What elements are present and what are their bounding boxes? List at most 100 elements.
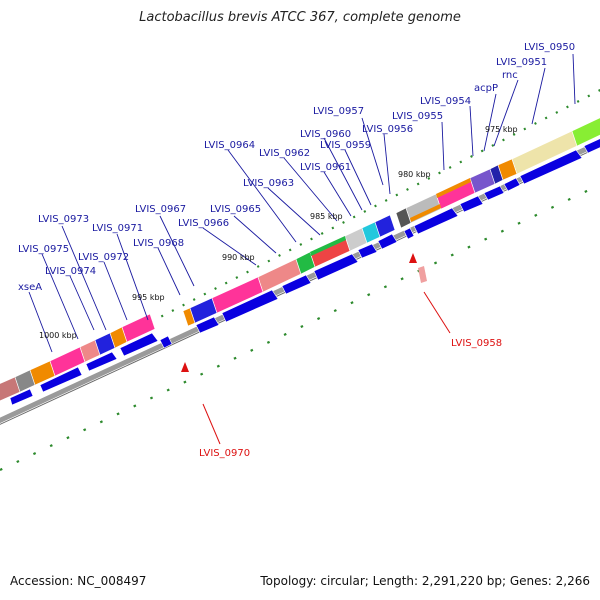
gene-label[interactable]: LVIS_0960 (300, 129, 351, 140)
cog-stripe (436, 178, 471, 198)
cog-track (0, 117, 600, 402)
highlight-gap-0958 (418, 266, 427, 283)
leader-0961 (323, 171, 352, 217)
tick-rows (0, 88, 600, 471)
gene-label[interactable]: LVIS_0972 (78, 252, 129, 263)
gene-arrow (459, 195, 484, 213)
gene-arrow (159, 335, 173, 349)
gene-label[interactable]: LVIS_0971 (92, 223, 143, 234)
gene-arrow (519, 149, 583, 185)
cog-stripe (410, 204, 441, 222)
leader-0975 (41, 253, 79, 340)
leader-0959 (344, 149, 372, 206)
leader-0951 (531, 67, 546, 125)
gene-arrow (9, 388, 34, 406)
highlight-label-0958[interactable]: LVIS_0958 (451, 338, 502, 349)
kbp-tick-label: 995 kbp (132, 293, 165, 302)
gene-label[interactable]: LVIS_0968 (133, 238, 184, 249)
kbp-ticks: 1000 kbp 995 kbp 990 kbp 985 kbp 980 kbp… (39, 125, 518, 340)
gene-arrow (39, 366, 83, 393)
leader-0966 (202, 227, 257, 266)
tick-row-lower (0, 183, 600, 471)
gene-label[interactable]: LVIS_0966 (178, 218, 229, 229)
gene-label[interactable]: xseA (18, 282, 42, 293)
gene-label[interactable]: LVIS_0955 (392, 111, 443, 122)
gene-track-forward (9, 138, 600, 406)
gene-label[interactable]: LVIS_0961 (300, 162, 351, 173)
leader-0963 (267, 187, 321, 236)
gene-label[interactable]: LVIS_0973 (38, 214, 89, 225)
gene-arrow (313, 253, 359, 281)
highlight-marker-0958 (409, 253, 417, 263)
kbp-tick-label: 990 kbp (222, 253, 255, 262)
leader-0957 (361, 117, 384, 186)
kbp-tick-label: 1000 kbp (39, 331, 77, 340)
leader-0974 (69, 275, 95, 331)
gene-arrow (377, 233, 398, 250)
leader-0962 (283, 157, 338, 222)
leader-0954 (469, 105, 474, 157)
gene-label[interactable]: LVIS_0954 (420, 96, 471, 107)
cog-block (121, 313, 156, 343)
leader-0972 (103, 261, 128, 321)
gene-arrow (583, 138, 600, 154)
gene-arrow (403, 227, 415, 240)
gene-label[interactable]: LVIS_0974 (45, 266, 96, 277)
kbp-tick-label: 980 kbp (398, 170, 431, 179)
highlight-pointer-0970 (202, 403, 221, 445)
gene-arrow (281, 274, 312, 295)
leader-0967 (159, 215, 195, 287)
highlight-label-0970[interactable]: LVIS_0970 (199, 448, 250, 459)
gene-label[interactable]: LVIS_0957 (313, 106, 364, 117)
cog-stripes (310, 178, 471, 256)
gene-label[interactable]: LVIS_0951 (496, 57, 547, 68)
highlight-pointer-0958 (423, 291, 451, 334)
leader-0973 (61, 225, 107, 331)
kbp-tick-label: 975 kbp (485, 125, 518, 134)
leader-0950 (572, 53, 576, 105)
gene-label[interactable]: LVIS_0959 (320, 140, 371, 151)
kbp-tick-label: 985 kbp (310, 212, 343, 221)
leader-0965 (233, 215, 277, 254)
gene-arrow (119, 332, 159, 357)
highlight-labels: LVIS_0958 LVIS_0970 (199, 338, 502, 459)
gene-arrow (85, 351, 118, 372)
gene-labels: LVIS_0950 LVIS_0951 rnc acpP LVIS_0954 L… (18, 42, 575, 293)
genome-summary-text: Topology: circular; Length: 2,291,220 bp… (260, 574, 590, 588)
gene-arrow (483, 185, 505, 201)
gene-arrow (221, 289, 279, 323)
leader-0971 (116, 233, 149, 321)
gene-label[interactable]: LVIS_0967 (135, 204, 186, 215)
gene-label[interactable]: LVIS_0950 (524, 42, 575, 53)
gene-label[interactable]: LVIS_0975 (18, 244, 69, 255)
leader-rnc (493, 79, 519, 147)
gene-label[interactable]: LVIS_0962 (259, 148, 310, 159)
cog-block (571, 117, 600, 147)
gene-arrow (195, 316, 220, 334)
gene-label[interactable]: acpP (474, 83, 498, 94)
gene-label[interactable]: LVIS_0963 (243, 178, 294, 189)
leader-0956 (383, 133, 391, 195)
leader-acpP (483, 93, 497, 152)
gene-arrow (503, 177, 521, 192)
highlight-marker-0970 (181, 362, 189, 372)
gene-arrow (357, 243, 378, 259)
gene-label[interactable]: LVIS_0964 (204, 140, 255, 151)
cog-stripe (310, 236, 346, 256)
leader-xseA (28, 291, 53, 353)
leader-0955 (441, 121, 445, 171)
accession-text: Accession: NC_008497 (10, 574, 147, 588)
map-title: Lactobacillus brevis ATCC 367, complete … (139, 10, 461, 25)
highlight-markers (181, 253, 417, 372)
leader-0960 (323, 137, 363, 211)
leader-0968 (157, 247, 181, 296)
leader-0964 (227, 149, 297, 243)
gene-label[interactable]: LVIS_0956 (362, 124, 413, 135)
gene-label[interactable]: rnc (502, 70, 518, 81)
cog-block (374, 214, 396, 238)
leader-lines (28, 53, 576, 353)
gene-label[interactable]: LVIS_0965 (210, 204, 261, 215)
gene-arrow (413, 207, 459, 235)
